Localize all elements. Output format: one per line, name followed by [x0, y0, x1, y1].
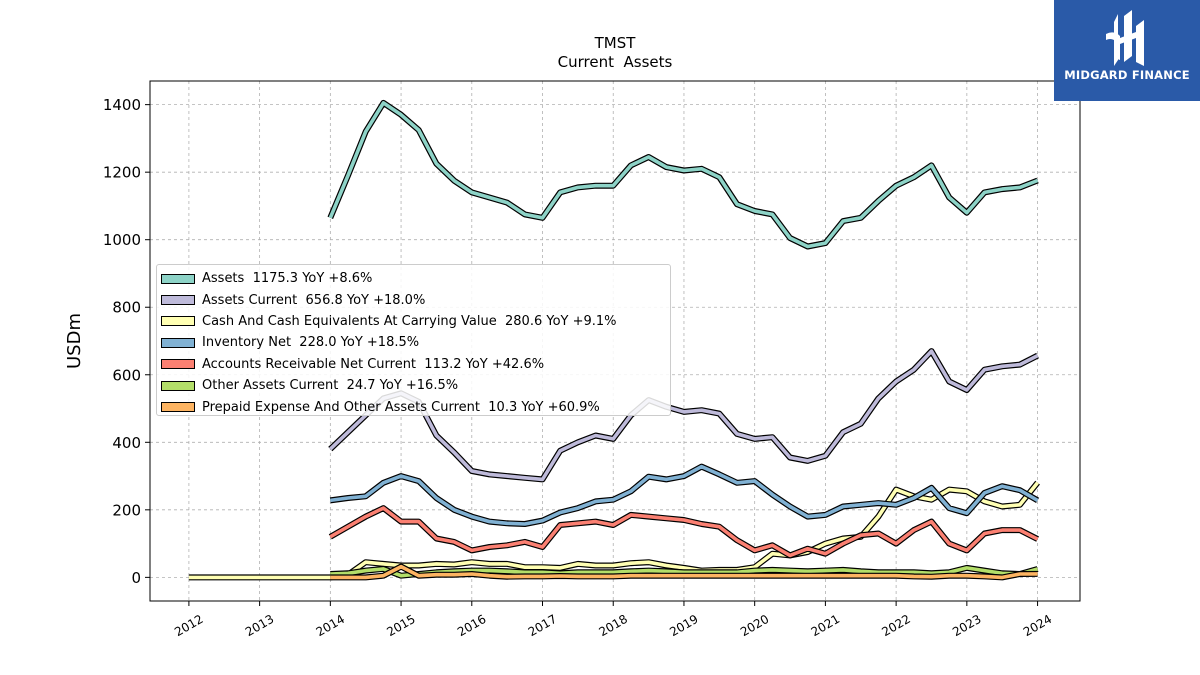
series-assets: [327, 99, 1039, 250]
legend-swatch: [161, 359, 195, 370]
x-tick-label: 2020: [738, 612, 771, 639]
legend-item: Assets Current 656.8 YoY +18.0%: [161, 289, 670, 310]
series-line: [330, 564, 1038, 580]
x-tick-label: 2015: [384, 612, 417, 639]
y-tick-label: 1400: [103, 96, 141, 114]
legend-label: Assets 1175.3 YoY +8.6%: [202, 271, 373, 287]
legend-label: Accounts Receivable Net Current 113.2 Yo…: [202, 356, 545, 372]
x-tick-label: 2018: [597, 612, 630, 639]
legend-item: Accounts Receivable Net Current 113.2 Yo…: [161, 354, 670, 375]
x-tick-label: 2013: [243, 612, 276, 639]
legend-item: Assets 1175.3 YoY +8.6%: [161, 268, 670, 289]
y-axis: 0 200 400 600 800 1000 1200 1400: [103, 96, 150, 587]
x-tick-label: 2012: [172, 612, 205, 639]
series-line: [330, 566, 1039, 578]
midgard-logo-icon: [1106, 10, 1144, 66]
legend-label: Assets Current 656.8 YoY +18.0%: [202, 292, 426, 308]
series-other-assets-current: [330, 564, 1039, 579]
x-tick-label: 2022: [879, 612, 912, 639]
chart-title: TMST: [594, 34, 637, 52]
legend-swatch: [161, 273, 195, 284]
y-tick-label: 800: [112, 299, 141, 317]
legend-item: Inventory Net 228.0 YoY +18.5%: [161, 332, 670, 353]
brand-name: MIDGARD FINANCE: [1064, 68, 1190, 82]
series-line: [330, 464, 1039, 526]
series-line: [328, 101, 1039, 249]
y-tick-label: 1000: [103, 231, 141, 249]
series-assets-current: [328, 348, 1039, 483]
y-tick-label: 0: [131, 569, 141, 587]
x-tick-label: 2014: [314, 612, 347, 639]
y-tick-label: 200: [112, 501, 141, 519]
series-accounts-receivable-net-current: [328, 505, 1039, 559]
legend: Assets 1175.3 YoY +8.6% Assets Current 65…: [156, 264, 671, 416]
series-layer: [188, 99, 1040, 581]
legend-swatch: [161, 402, 195, 413]
legend-item: Prepaid Expense And Other Assets Current…: [161, 396, 670, 417]
x-tick-label: 2023: [950, 612, 983, 639]
series-line: [329, 349, 1039, 482]
legend-item: Cash And Cash Equivalents At Carrying Va…: [161, 311, 670, 332]
legend-swatch: [161, 295, 195, 306]
brand-logo: MIDGARD FINANCE: [1054, 0, 1200, 101]
series-inventory-net: [329, 463, 1040, 527]
y-axis-label: USDm: [64, 313, 85, 369]
x-tick-label: 2016: [455, 612, 488, 639]
x-tick-label: 2024: [1021, 612, 1054, 639]
x-tick-label: 2019: [667, 612, 700, 639]
legend-label: Cash And Cash Equivalents At Carrying Va…: [202, 313, 617, 329]
plot-frame: [149, 80, 1081, 602]
y-tick-label: 600: [112, 366, 141, 384]
legend-swatch: [161, 337, 195, 348]
legend-label: Other Assets Current 24.7 YoY +16.5%: [202, 378, 459, 394]
legend-label: Prepaid Expense And Other Assets Current…: [202, 399, 600, 415]
y-tick-label: 400: [112, 434, 141, 452]
chart-subtitle: Current Assets: [558, 53, 673, 71]
x-axis: 2012 2013 2014 2015 2016 2017 2018 2019 2020 2021…: [172, 601, 1054, 639]
legend-swatch: [161, 380, 195, 391]
legend-label: Inventory Net 228.0 YoY +18.5%: [202, 335, 420, 351]
x-tick-label: 2017: [526, 612, 559, 639]
y-tick-label: 1200: [103, 164, 141, 182]
x-tick-label: 2021: [809, 612, 842, 639]
series-line: [329, 506, 1039, 558]
legend-item: Other Assets Current 24.7 YoY +16.5%: [161, 375, 670, 396]
legend-swatch: [161, 316, 195, 327]
series-prepaid-expense-and-other-assets-current: [330, 563, 1038, 581]
